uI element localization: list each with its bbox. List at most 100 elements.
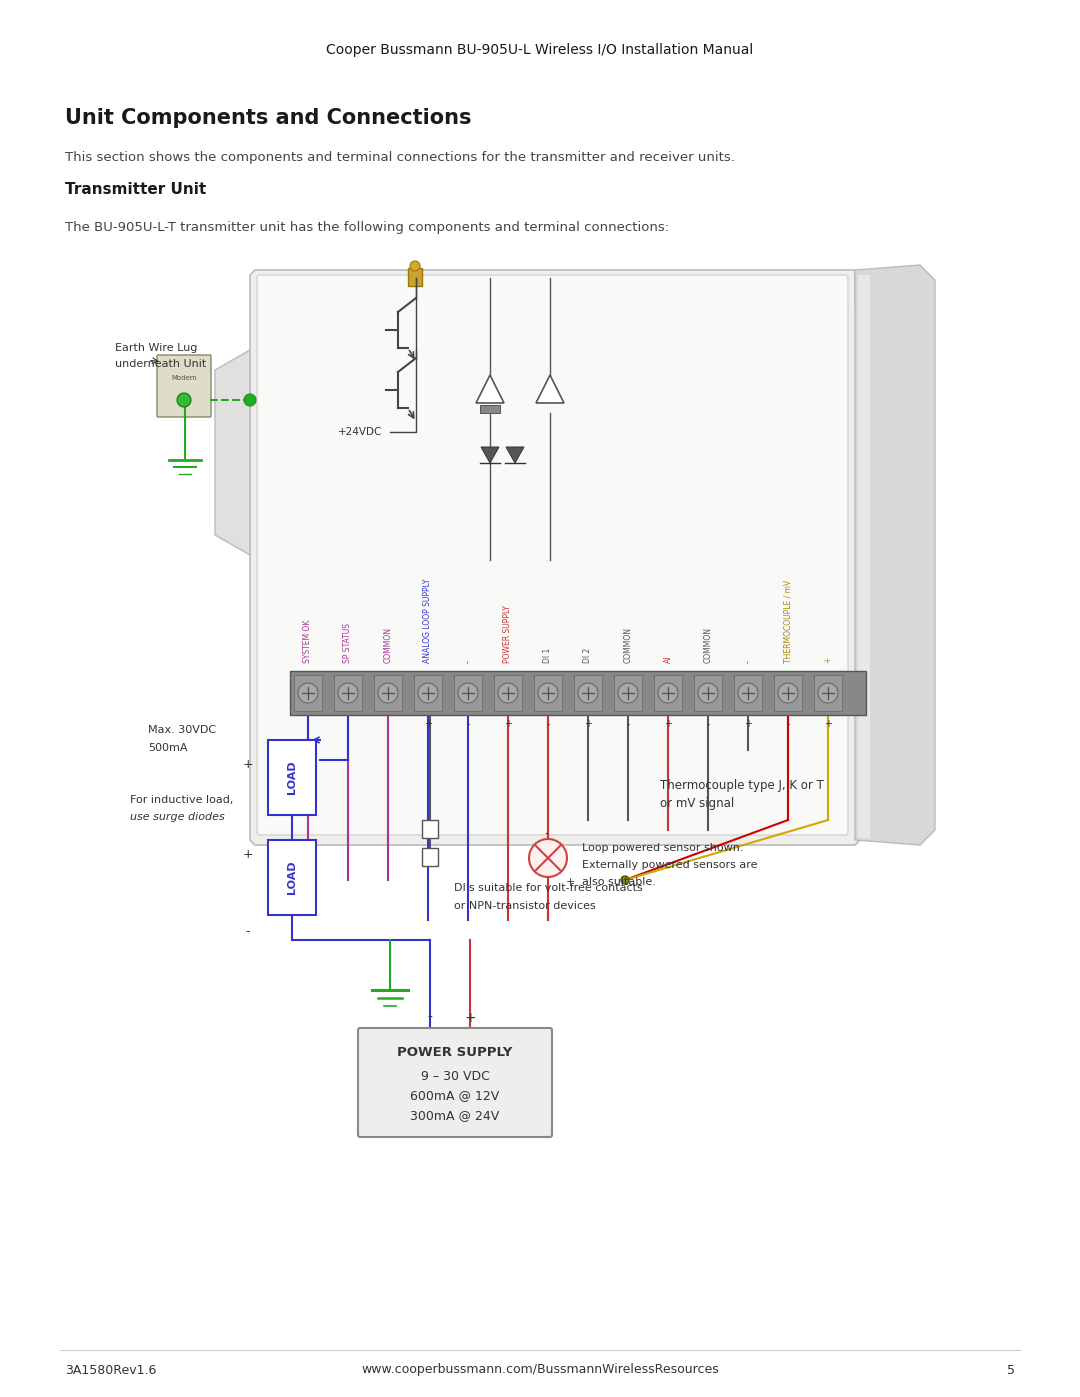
Polygon shape <box>536 374 564 402</box>
Bar <box>408 268 422 286</box>
Circle shape <box>578 683 598 703</box>
Polygon shape <box>481 447 499 462</box>
Bar <box>268 740 316 814</box>
Text: or mV signal: or mV signal <box>660 796 734 809</box>
Text: -: - <box>246 925 251 939</box>
Bar <box>414 675 442 711</box>
Text: +24VDC: +24VDC <box>338 427 382 437</box>
Polygon shape <box>507 447 524 462</box>
FancyBboxPatch shape <box>357 1028 552 1137</box>
Text: POWER SUPPLY: POWER SUPPLY <box>503 605 513 664</box>
Text: Cooper Bussmann BU-905U-L Wireless I/O Installation Manual: Cooper Bussmann BU-905U-L Wireless I/O I… <box>326 43 754 57</box>
Text: www.cooperbussmann.com/BussmannWirelessResources: www.cooperbussmann.com/BussmannWirelessR… <box>361 1363 719 1376</box>
Text: SP STATUS: SP STATUS <box>343 623 352 664</box>
Bar <box>774 675 802 711</box>
Circle shape <box>338 683 357 703</box>
Bar <box>334 675 362 711</box>
Bar <box>573 675 602 711</box>
Text: AI: AI <box>663 655 673 664</box>
Circle shape <box>410 261 420 271</box>
Polygon shape <box>249 270 860 845</box>
Polygon shape <box>476 374 504 402</box>
Text: +: + <box>243 759 254 771</box>
Text: +: + <box>504 719 512 729</box>
Bar <box>534 675 562 711</box>
Text: The BU-905U-L-T transmitter unit has the following components and terminal conne: The BU-905U-L-T transmitter unit has the… <box>65 222 670 235</box>
Bar <box>494 675 522 711</box>
Text: use surge diodes: use surge diodes <box>130 812 225 821</box>
Circle shape <box>498 683 518 703</box>
FancyBboxPatch shape <box>157 355 211 416</box>
Text: Thermocouple type J, K or T: Thermocouple type J, K or T <box>660 778 824 792</box>
Circle shape <box>818 683 838 703</box>
Circle shape <box>738 683 758 703</box>
Bar <box>422 820 438 838</box>
Text: DI's suitable for volt-free contacts: DI's suitable for volt-free contacts <box>454 883 643 893</box>
Text: POWER SUPPLY: POWER SUPPLY <box>397 1045 513 1059</box>
Bar <box>268 840 316 915</box>
Text: +: + <box>565 877 575 887</box>
Circle shape <box>658 683 678 703</box>
Text: underneath Unit: underneath Unit <box>114 359 206 369</box>
Bar <box>480 405 500 414</box>
Text: ANALOG LOOP SUPPLY: ANALOG LOOP SUPPLY <box>423 578 432 664</box>
Text: This section shows the components and terminal connections for the transmitter a: This section shows the components and te… <box>65 151 734 165</box>
Text: DI 1: DI 1 <box>543 648 553 664</box>
Text: For inductive load,: For inductive load, <box>130 795 233 805</box>
Circle shape <box>177 393 191 407</box>
Text: COMMON: COMMON <box>383 627 392 664</box>
Polygon shape <box>858 275 870 838</box>
Text: 500mA: 500mA <box>148 743 188 753</box>
Text: Max. 30VDC: Max. 30VDC <box>148 725 216 735</box>
Circle shape <box>698 683 718 703</box>
Text: -: - <box>428 1011 432 1025</box>
Circle shape <box>778 683 798 703</box>
Text: -: - <box>743 661 753 664</box>
Text: -: - <box>626 719 630 729</box>
Circle shape <box>458 683 478 703</box>
Text: +: + <box>584 719 592 729</box>
Text: Earth Wire Lug: Earth Wire Lug <box>114 344 198 353</box>
Text: 3A1580Rev1.6: 3A1580Rev1.6 <box>65 1363 157 1376</box>
Circle shape <box>621 876 629 884</box>
Text: +: + <box>824 719 832 729</box>
Text: -: - <box>467 719 470 729</box>
Circle shape <box>244 394 256 407</box>
Text: +: + <box>664 719 672 729</box>
FancyBboxPatch shape <box>257 275 848 835</box>
Text: 600mA @ 12V: 600mA @ 12V <box>410 1090 500 1102</box>
Polygon shape <box>215 351 249 555</box>
Text: -: - <box>463 661 473 664</box>
Text: +: + <box>424 719 432 729</box>
Text: Externally powered sensors are: Externally powered sensors are <box>582 861 757 870</box>
Text: COMMON: COMMON <box>703 627 713 664</box>
Text: SYSTEM OK: SYSTEM OK <box>303 620 312 664</box>
Circle shape <box>529 840 567 877</box>
Text: +: + <box>464 1011 476 1025</box>
Text: -: - <box>786 719 789 729</box>
Text: +: + <box>243 848 254 862</box>
Bar <box>654 675 681 711</box>
Polygon shape <box>855 265 935 845</box>
Bar <box>291 671 866 715</box>
Text: Unit Components and Connections: Unit Components and Connections <box>65 108 472 129</box>
Circle shape <box>418 683 438 703</box>
Text: 5: 5 <box>1007 1363 1015 1376</box>
Text: also suitable.: also suitable. <box>582 877 656 887</box>
Circle shape <box>538 683 558 703</box>
Text: LOAD: LOAD <box>287 760 297 793</box>
Bar <box>734 675 762 711</box>
Text: Transmitter Unit: Transmitter Unit <box>65 183 206 197</box>
Bar <box>814 675 842 711</box>
Bar <box>454 675 482 711</box>
Text: COMMON: COMMON <box>623 627 633 664</box>
Text: -: - <box>546 719 550 729</box>
Text: -: - <box>544 828 548 838</box>
Bar <box>374 675 402 711</box>
Text: or NPN-transistor devices: or NPN-transistor devices <box>454 901 596 911</box>
Bar <box>615 675 642 711</box>
Text: THERMOCOUPLE / mV: THERMOCOUPLE / mV <box>783 580 793 664</box>
Text: 300mA @ 24V: 300mA @ 24V <box>410 1109 500 1123</box>
Text: DI 2: DI 2 <box>583 648 593 664</box>
Bar <box>422 848 438 866</box>
